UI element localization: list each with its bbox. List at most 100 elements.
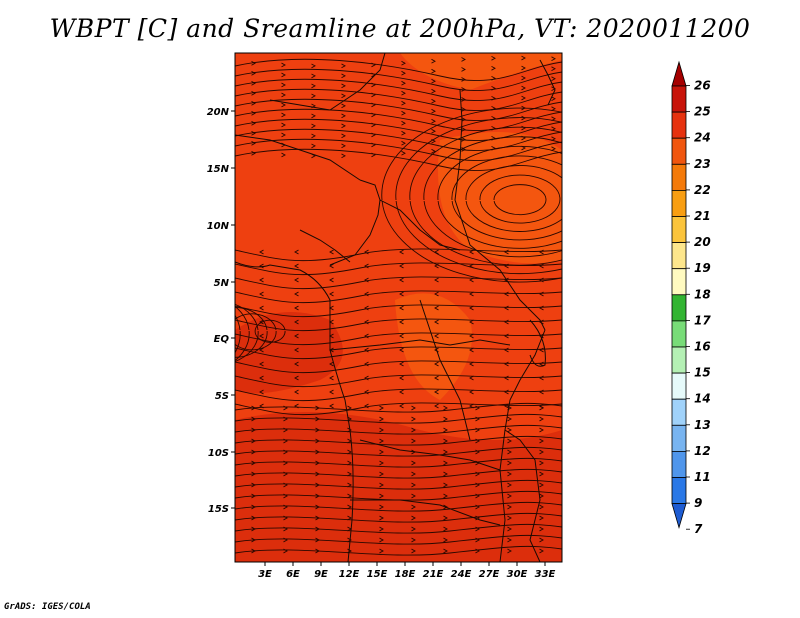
- streamline-arrow: [281, 102, 286, 108]
- streamline-arrow: [475, 416, 480, 422]
- colorbar-label: 14: [694, 392, 711, 406]
- streamline-arrow: [504, 249, 509, 255]
- streamline: [235, 534, 562, 545]
- streamline-arrow: [294, 361, 299, 367]
- streamline-arrow: [315, 493, 320, 499]
- colorbar-swatch: [671, 372, 687, 400]
- streamline-arrow: [539, 515, 544, 521]
- streamline-arrow: [411, 460, 416, 466]
- streamline-arrow: [315, 537, 320, 543]
- streamline-arrow: [281, 112, 286, 118]
- colorbar-swatch: [671, 111, 687, 139]
- streamline-arrow: [251, 90, 256, 96]
- lon-tick-label: 18E: [395, 569, 416, 580]
- lon-tick-label: 6E: [286, 569, 300, 580]
- streamline-arrow: [259, 361, 264, 367]
- streamline-arrow: [469, 347, 474, 353]
- streamline-arrow: [434, 375, 439, 381]
- streamline-arrow: [551, 86, 556, 92]
- streamline-arrow: [469, 319, 474, 325]
- streamline-arrow: [504, 361, 509, 367]
- streamline-arrow: [379, 526, 384, 532]
- streamline-arrow: [491, 75, 496, 81]
- streamline-arrow: [251, 416, 256, 422]
- lon-tick-label: 21E: [423, 569, 444, 580]
- streamline-arrow: [434, 263, 439, 269]
- streamline-arrow: [539, 389, 544, 395]
- streamline-arrow: [434, 389, 439, 395]
- streamline-arrow: [341, 63, 346, 69]
- streamline-arrow: [469, 389, 474, 395]
- streamline-arrow: [443, 504, 448, 510]
- streamline-arrow: [315, 438, 320, 444]
- streamline-arrow: [443, 405, 448, 411]
- streamline-arrow: [251, 438, 256, 444]
- streamline-arrow: [315, 526, 320, 532]
- streamline-arrow: [461, 137, 466, 142]
- streamline-arrow: [259, 333, 264, 339]
- streamline-arrow: [443, 471, 448, 477]
- streamline-arrow: [507, 438, 512, 444]
- streamline-arrow: [399, 347, 404, 353]
- streamline: [235, 108, 562, 132]
- lat-tick-label: 20N: [207, 107, 230, 118]
- lon-tick-label: 12E: [339, 569, 360, 580]
- streamline-arrow: [379, 427, 384, 433]
- streamline-arrow: [311, 143, 316, 149]
- streamline-arrow: [475, 504, 480, 510]
- colorbar-label: 22: [694, 183, 711, 197]
- streamline-arrow: [341, 153, 346, 159]
- streamline-arrow: [281, 72, 286, 78]
- streamline-arrow: [379, 416, 384, 422]
- streamline: [235, 88, 562, 112]
- streamline-arrow: [539, 449, 544, 455]
- streamline-arrow: [251, 130, 256, 136]
- streamline-arrow: [364, 333, 369, 339]
- streamline-arrow: [539, 347, 544, 353]
- streamline-arrow: [539, 438, 544, 444]
- streamline-arrow: [475, 471, 480, 477]
- streamline-arrow: [443, 438, 448, 444]
- streamline-arrow: [399, 263, 404, 269]
- streamline-arrow: [469, 249, 474, 255]
- streamline-arrow: [364, 291, 369, 297]
- country-border: [419, 299, 471, 441]
- streamline-arrow: [443, 460, 448, 466]
- streamline-arrow: [315, 504, 320, 510]
- streamline-arrow: [341, 103, 346, 109]
- streamline: [235, 402, 562, 413]
- streamline-arrow: [251, 100, 256, 106]
- colorbar-label: 26: [694, 79, 711, 93]
- country-border: [379, 199, 461, 251]
- colorbar-swatch: [671, 294, 687, 322]
- streamline-arrow: [251, 537, 256, 543]
- streamline-arrow: [469, 333, 474, 339]
- streamline-arrow: [443, 537, 448, 543]
- streamline-arrow: [401, 130, 406, 136]
- streamline-arrow: [551, 96, 556, 102]
- colorbar-swatch: [671, 85, 687, 113]
- country-border: [235, 134, 361, 181]
- streamline-arrow: [259, 277, 264, 283]
- streamline-arrow: [347, 405, 352, 411]
- streamline-arrow: [371, 122, 376, 128]
- streamline-arrow: [401, 70, 406, 76]
- streamline-arrow: [315, 548, 320, 554]
- streamline-arrow: [434, 291, 439, 297]
- streamline-arrow: [539, 526, 544, 532]
- streamline: [381, 107, 562, 283]
- streamline-arrow: [281, 92, 286, 98]
- streamline-arrow: [539, 471, 544, 477]
- streamline-arrow: [315, 405, 320, 411]
- streamline-arrow: [461, 107, 466, 112]
- colorbar-swatch: [671, 268, 687, 296]
- streamline: [235, 305, 250, 361]
- streamline-arrow: [341, 93, 346, 99]
- lon-tick-label: 27E: [479, 569, 500, 580]
- streamlines: [235, 55, 562, 556]
- colorbar-swatch: [671, 163, 687, 191]
- streamline-arrow: [411, 526, 416, 532]
- streamline-arrow: [431, 118, 436, 124]
- streamline-arrow: [431, 128, 436, 134]
